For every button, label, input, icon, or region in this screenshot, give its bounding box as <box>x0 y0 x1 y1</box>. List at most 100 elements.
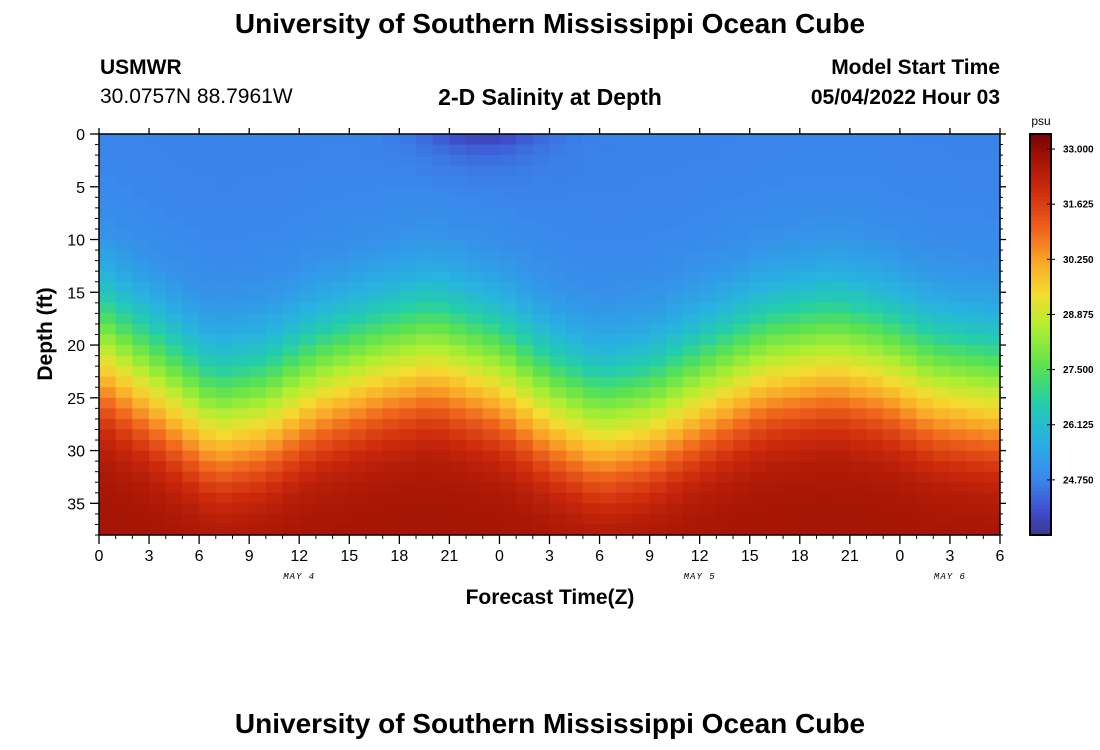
heatmap-cell <box>532 165 551 177</box>
heatmap-cell <box>332 165 350 177</box>
heatmap-cell <box>866 281 884 293</box>
heatmap-cell <box>549 134 567 146</box>
heatmap-cell <box>165 165 184 177</box>
heatmap-cell <box>315 292 334 304</box>
heatmap-cell <box>99 376 117 388</box>
heatmap-cell <box>382 155 400 167</box>
heatmap-cell <box>866 186 884 198</box>
heatmap-cell <box>616 492 634 504</box>
heatmap-cell <box>349 355 367 367</box>
heatmap-cell <box>582 302 601 314</box>
heatmap-cell <box>482 271 501 283</box>
heatmap-cell <box>432 387 450 399</box>
heatmap-cell <box>849 155 868 167</box>
heatmap-cell <box>983 144 1000 156</box>
heatmap-cell <box>699 218 717 230</box>
heatmap-cell <box>282 228 300 241</box>
heatmap-cell <box>966 165 984 177</box>
heatmap-cell <box>399 239 417 251</box>
heatmap-cell <box>716 513 734 526</box>
heatmap-cell <box>399 228 417 241</box>
heatmap-cell <box>249 144 267 156</box>
heatmap-cell <box>899 165 918 177</box>
heatmap-cell <box>215 366 234 378</box>
heatmap-cell <box>232 429 250 441</box>
y-tick-label: 5 <box>76 180 85 197</box>
heatmap-cell <box>115 397 133 409</box>
heatmap-cell <box>115 471 133 483</box>
heatmap-cell <box>382 271 400 283</box>
heatmap-cell <box>516 207 534 220</box>
heatmap-cell <box>632 376 651 388</box>
heatmap-cell <box>883 207 901 220</box>
heatmap-cell <box>616 176 634 188</box>
heatmap-cell <box>532 239 551 251</box>
heatmap-cell <box>716 376 734 388</box>
heatmap-cell <box>716 524 734 535</box>
heatmap-cell <box>382 387 400 399</box>
heatmap-cell <box>449 186 467 198</box>
heatmap-cell <box>749 503 768 515</box>
heatmap-cell <box>165 271 184 283</box>
heatmap-cell <box>582 461 601 473</box>
heatmap-cell <box>866 418 884 431</box>
heatmap-cell <box>149 165 167 177</box>
heatmap-cell <box>466 345 484 357</box>
heatmap-cell <box>866 482 884 494</box>
heatmap-cell <box>199 313 217 325</box>
y-tick-label: 30 <box>67 444 85 461</box>
heatmap-cell <box>566 418 584 431</box>
heatmap-cell <box>466 397 484 409</box>
heatmap-cell <box>699 366 717 378</box>
heatmap-cell <box>566 482 584 494</box>
heatmap-cell <box>182 313 200 325</box>
heatmap-cell <box>532 334 551 346</box>
heatmap-cell <box>849 271 868 283</box>
heatmap-cell <box>332 376 350 388</box>
heatmap-cell <box>182 482 200 494</box>
heatmap-cell <box>99 144 117 156</box>
heatmap-cell <box>899 239 918 251</box>
heatmap-cell <box>315 524 334 535</box>
heatmap-cell <box>549 376 567 388</box>
heatmap-cell <box>783 418 801 431</box>
heatmap-cell <box>482 260 501 272</box>
heatmap-cell <box>149 260 167 272</box>
heatmap-cell <box>649 418 667 431</box>
heatmap-cell <box>449 440 467 452</box>
heatmap-cell <box>699 450 717 462</box>
heatmap-cell <box>699 387 717 399</box>
heatmap-cell <box>883 281 901 293</box>
heatmap-cell <box>916 228 934 241</box>
heatmap-cell <box>332 281 350 293</box>
heatmap-cell <box>833 366 851 378</box>
heatmap-cell <box>666 429 684 441</box>
heatmap-cell <box>249 482 267 494</box>
heatmap-cell <box>382 492 400 504</box>
heatmap-cell <box>416 492 434 504</box>
heatmap-cell <box>332 408 350 420</box>
heatmap-cell <box>232 313 250 325</box>
heatmap-cell <box>916 408 934 420</box>
heatmap-cell <box>616 197 634 209</box>
heatmap-cell <box>349 513 367 526</box>
heatmap-cell <box>699 461 717 473</box>
heatmap-cell <box>516 271 534 283</box>
heatmap-cell <box>966 144 984 156</box>
heatmap-cell <box>165 197 184 209</box>
heatmap-cell <box>632 323 651 336</box>
heatmap-cell <box>749 134 768 146</box>
heatmap-cell <box>165 155 184 167</box>
heatmap-cell <box>916 429 934 441</box>
heatmap-cell <box>616 334 634 346</box>
heatmap-cell <box>199 492 217 504</box>
heatmap-cell <box>499 155 517 167</box>
heatmap-cell <box>766 313 784 325</box>
heatmap-cell <box>966 345 984 357</box>
heatmap-cell <box>949 513 968 526</box>
heatmap-cell <box>733 323 751 336</box>
heatmap-cell <box>132 165 150 177</box>
heatmap-cell <box>916 461 934 473</box>
heatmap-cell <box>549 450 567 462</box>
heatmap-cell <box>449 134 467 146</box>
